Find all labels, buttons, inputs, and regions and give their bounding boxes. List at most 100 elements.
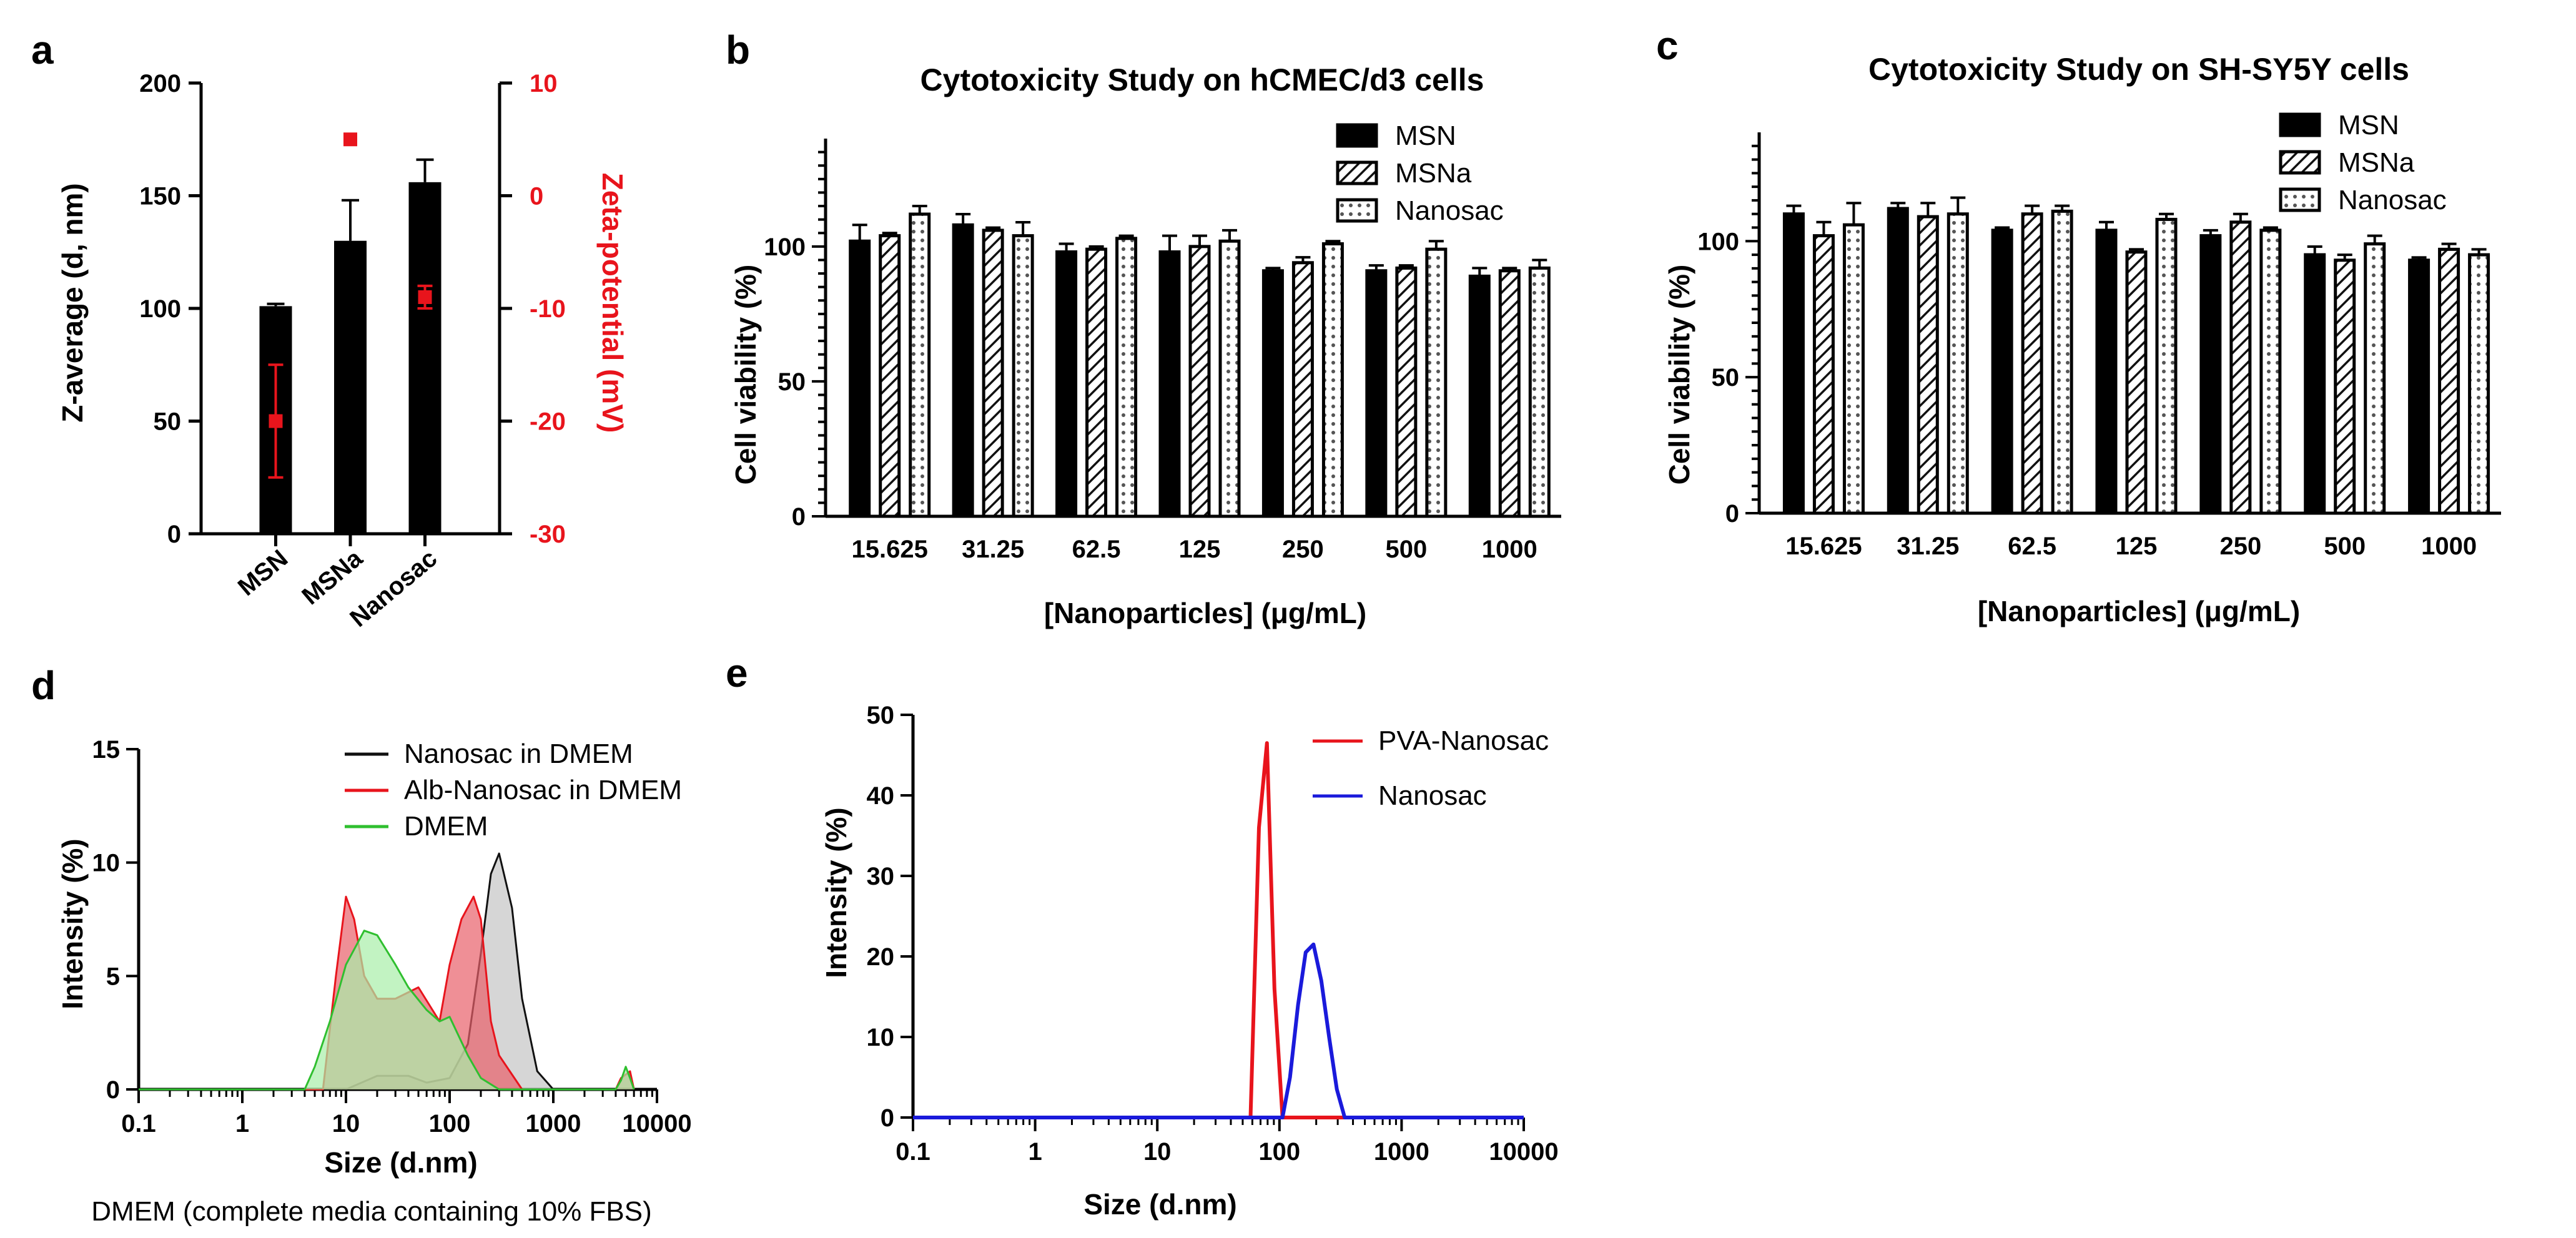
panel-b-xtick-label: 250 — [1282, 536, 1324, 563]
panel-b-bar-msna — [1188, 245, 1211, 518]
panel-d-area-dmem — [139, 930, 634, 1089]
panel-b-xtick-label: 62.5 — [1072, 536, 1121, 563]
panel-b-xtick-label: 15.625 — [852, 536, 928, 563]
panel-label-b: b — [726, 27, 750, 72]
panel-e-series-nanosac — [913, 942, 1524, 1119]
panel-c-legend-label: Nanosac — [2338, 185, 2447, 215]
panel-c-bar-nanosac — [2051, 209, 2073, 515]
panel-e-size-distribution-pva-chart: 0 10 20 30 40 50 0.1 1 10 100 1000 10000 PVA-Nanosac… — [820, 702, 1559, 1221]
panel-b-legend-label: MSNa — [1395, 158, 1472, 189]
panel-b-ytick-label: 0 — [792, 503, 806, 531]
panel-a-zeta-point — [418, 290, 432, 304]
panel-c-xtick-label: 125 — [2116, 533, 2158, 560]
panel-b-bar-msna — [982, 228, 1004, 518]
panel-c-bar-nanosac — [1842, 223, 1865, 515]
panel-a-bar-nanosac — [408, 182, 442, 534]
panel-c-xtick-label: 1000 — [2421, 533, 2477, 560]
panel-b-bar-nanosac — [1012, 234, 1034, 518]
panel-c-bar-msna — [2438, 247, 2460, 515]
panel-b-bar-nanosac — [1321, 242, 1344, 518]
panel-b-bar-msn — [1158, 250, 1181, 518]
panel-b-bar-msn — [1261, 269, 1284, 518]
panel-e-plot-area: 0 10 20 30 40 50 0.1 1 10 100 1000 10000 PVA-Nanosac… — [867, 702, 1559, 1166]
panel-b-bar-msna — [879, 234, 901, 518]
panel-b-plot-area: 0 50 100 15.625 31.25 62.5 125 250 500 1000 MSN MSN… — [764, 120, 1561, 563]
panel-c-bar-msn — [1991, 228, 2013, 515]
panel-c-bar-msna — [1917, 215, 1939, 515]
panel-b-legend-label: Nanosac — [1395, 195, 1504, 226]
panel-b-bar-nanosac — [909, 212, 931, 518]
panel-e-xtick-label: 10000 — [1489, 1138, 1558, 1166]
panel-d-ylabel: Intensity (%) — [56, 838, 89, 1009]
panel-d-xtick-label: 100 — [429, 1110, 471, 1137]
panel-b-ytick-label: 50 — [778, 368, 806, 396]
panel-c-ylabel: Cell viability (%) — [1663, 265, 1695, 485]
panel-b-bar-msn — [849, 239, 871, 518]
panel-c-ytick-label: 100 — [1697, 228, 1739, 255]
panel-a-zeta-point — [269, 414, 283, 428]
panel-a-y2tick-label: -10 — [530, 295, 566, 323]
panel-c-bar-msn — [2408, 258, 2430, 515]
panel-e-xtick-label: 10 — [1143, 1138, 1172, 1166]
panel-e-ytick-label: 30 — [867, 863, 895, 890]
panel-a-ytick-label: 0 — [167, 521, 181, 548]
panel-d-series-dmem — [139, 930, 635, 1091]
panel-d-plot-area: 0 5 10 15 0.1 1 10 100 1000 10000 Nanosac in DMEM A… — [92, 736, 692, 1137]
panel-b-bar-msn — [1365, 269, 1388, 518]
panel-a-ylabel: Z-average (d, nm) — [56, 183, 89, 422]
panel-c-xtick-label: 500 — [2324, 533, 2366, 560]
panel-a-y2tick-label: -20 — [530, 408, 566, 436]
panel-d-xtick-label: 1 — [235, 1110, 249, 1137]
panel-b-bar-msna — [1498, 269, 1521, 518]
panel-b-bar-nanosac — [1528, 266, 1551, 518]
panel-c-xlabel: [Nanoparticles] (μg/mL) — [1978, 595, 2300, 627]
panel-b-bar-nanosac — [1425, 247, 1448, 518]
panel-c-bar-nanosac — [2364, 242, 2386, 515]
panel-e-ytick-label: 0 — [881, 1104, 894, 1132]
panel-d-ytick-label: 10 — [92, 850, 121, 877]
panel-c-ytick-label: 0 — [1725, 500, 1739, 528]
panel-c-bar-msna — [2229, 220, 2252, 515]
panel-a-zeta-point — [343, 132, 357, 147]
panel-c-bar-nanosac — [2468, 253, 2490, 515]
panel-b-bar-msn — [1055, 250, 1078, 518]
panel-c-xtick-label: 250 — [2219, 533, 2261, 560]
panel-b-bar-msna — [1395, 266, 1418, 518]
panel-c-legend-swatch — [2279, 150, 2321, 175]
panel-c-bar-msn — [2199, 234, 2222, 515]
panel-e-ytick-label: 10 — [867, 1024, 895, 1051]
panel-b-legend-label: MSN — [1395, 120, 1456, 151]
panel-c-bar-msna — [2125, 250, 2148, 515]
panel-a-y2tick-label: -30 — [530, 521, 566, 548]
panel-label-d: d — [31, 663, 56, 708]
panel-c-bar-msn — [1887, 207, 1909, 515]
panel-b-ytick-label: 100 — [764, 233, 806, 261]
panel-d-ytick-label: 5 — [106, 963, 120, 990]
panel-d-legend-label: Alb-Nanosac in DMEM — [404, 775, 682, 805]
panel-c-bar-msn — [1782, 212, 1805, 515]
panel-d-legend-label: DMEM — [404, 811, 488, 842]
panel-c-bar-msn — [2095, 228, 2118, 515]
panel-b-legend-swatch — [1336, 123, 1378, 148]
panel-e-xtick-label: 100 — [1258, 1138, 1300, 1166]
panel-e-xlabel: Size (d.nm) — [1083, 1188, 1236, 1221]
panel-label-c: c — [1656, 23, 1679, 68]
panel-c-legend-swatch — [2279, 187, 2321, 212]
panel-c-bar-nanosac — [1947, 212, 1969, 515]
panel-b-title: Cytotoxicity Study on hCMEC/d3 cells — [920, 62, 1484, 97]
panel-b-legend-swatch — [1336, 160, 1378, 185]
panel-c-legend-swatch — [2279, 112, 2321, 137]
panel-b-bar-msna — [1291, 261, 1314, 518]
panel-d-xtick-label: 0.1 — [121, 1110, 156, 1137]
panel-e-ytick-label: 50 — [867, 702, 895, 729]
panel-d-ytick-label: 0 — [106, 1076, 120, 1104]
panel-d-area-nanosac-in-dmem — [139, 853, 553, 1089]
panel-b-xtick-label: 125 — [1179, 536, 1221, 563]
panel-b-legend-swatch — [1336, 198, 1378, 223]
panel-c-title: Cytotoxicity Study on SH-SY5Y cells — [1868, 52, 2409, 87]
panel-c-shsy5y-cytotoxicity-chart: Cytotoxicity Study on SH-SY5Y cells 0 50 1… — [1663, 52, 2501, 627]
panel-a-ytick-label: 50 — [154, 408, 182, 436]
